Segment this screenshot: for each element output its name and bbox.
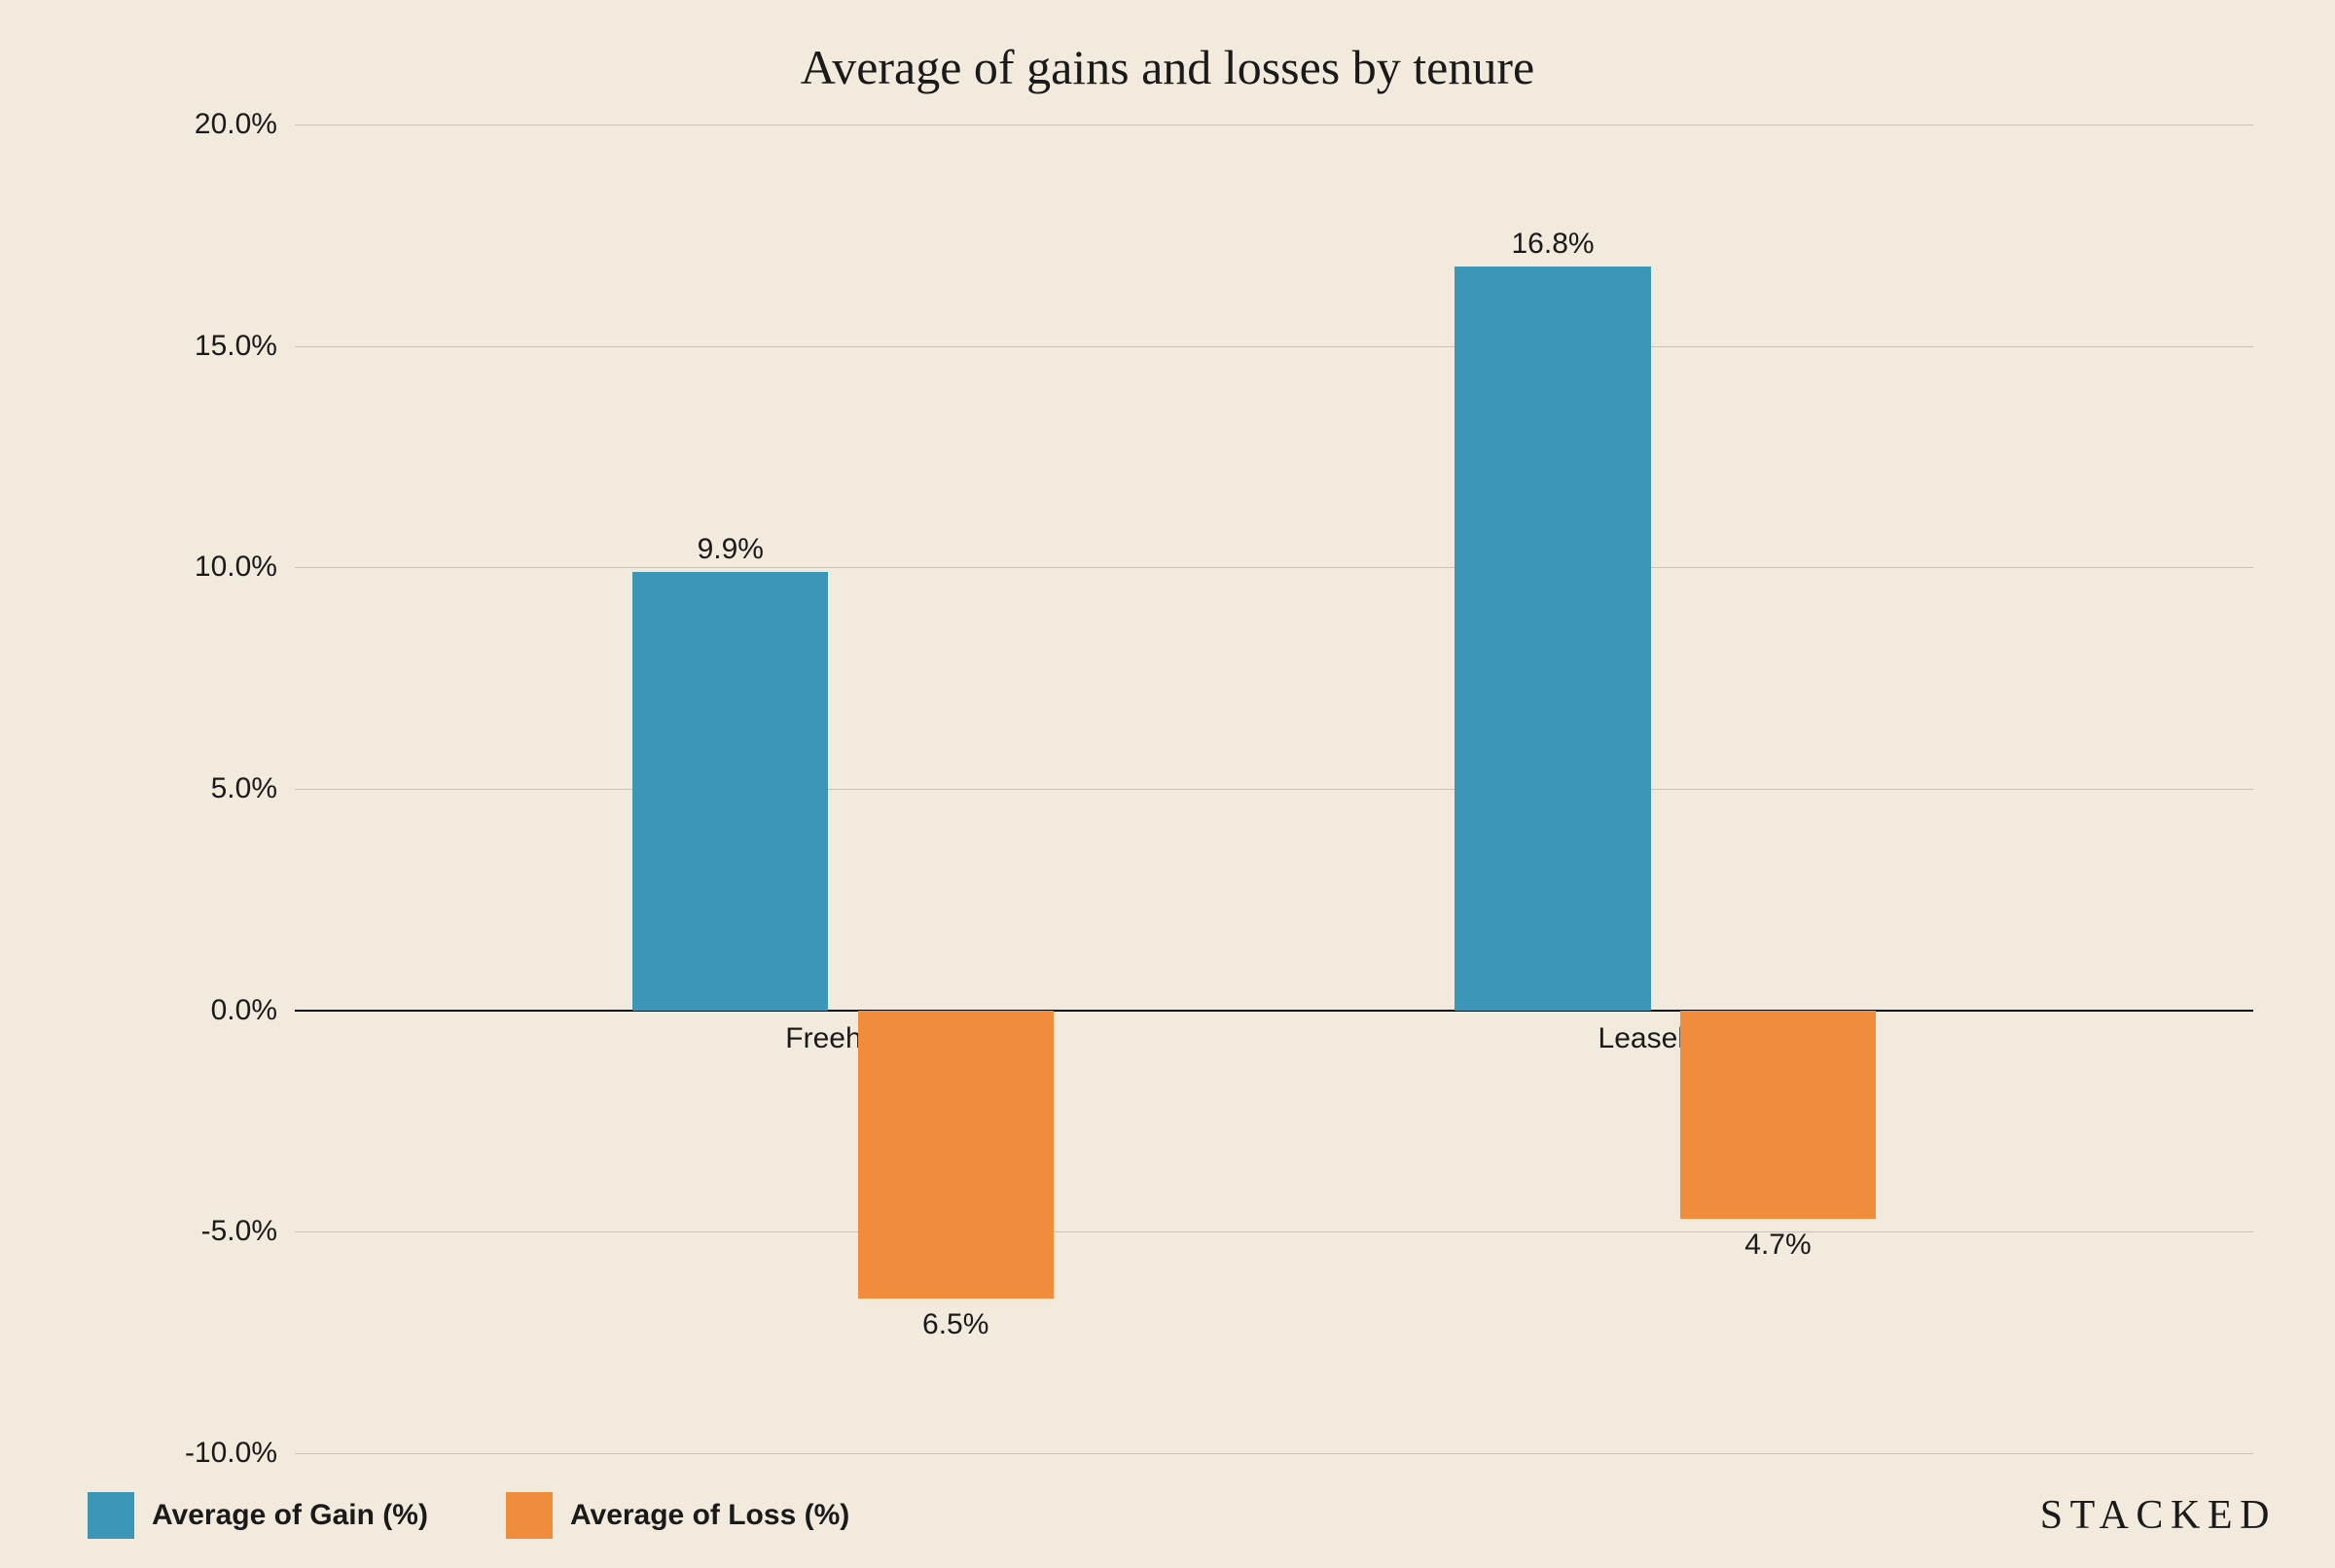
bar-value-label: 6.5% — [922, 1308, 988, 1341]
legend-swatch — [88, 1492, 134, 1539]
legend-swatch — [506, 1492, 553, 1539]
bar-value-label: 4.7% — [1744, 1229, 1811, 1262]
chart-bar — [858, 1011, 1054, 1299]
chart-bar — [1455, 267, 1650, 1011]
y-axis-tick-label: -10.0% — [49, 1437, 295, 1470]
gridline — [295, 346, 2253, 347]
y-axis-tick-label: 5.0% — [49, 772, 295, 805]
chart-title: Average of gains and losses by tenure — [801, 39, 1534, 95]
legend-label: Average of Loss (%) — [570, 1499, 849, 1532]
legend-label: Average of Gain (%) — [152, 1499, 428, 1532]
y-axis-tick-label: 15.0% — [49, 330, 295, 363]
legend: Average of Gain (%) Average of Loss (%) — [88, 1492, 849, 1539]
legend-item: Average of Loss (%) — [506, 1492, 849, 1539]
gridline — [295, 1453, 2253, 1454]
bar-value-label: 9.9% — [698, 533, 764, 566]
chart-bar — [1680, 1011, 1876, 1219]
chart-footer: Average of Gain (%) Average of Loss (%) S… — [49, 1492, 2286, 1539]
legend-item: Average of Gain (%) — [88, 1492, 428, 1539]
y-axis-tick-label: 20.0% — [49, 108, 295, 141]
chart-bar — [632, 572, 828, 1011]
y-axis-tick-label: 0.0% — [49, 994, 295, 1027]
bar-value-label: 16.8% — [1511, 228, 1594, 261]
gridline — [295, 567, 2253, 568]
chart-container: -10.0%-5.0%0.0%5.0%10.0%15.0%20.0%Freeho… — [49, 125, 2286, 1453]
brand-logo: STACKED — [2040, 1492, 2277, 1539]
y-axis-tick-label: 10.0% — [49, 551, 295, 584]
y-axis-tick-label: -5.0% — [49, 1215, 295, 1248]
gridline — [295, 1231, 2253, 1232]
gridline — [295, 789, 2253, 790]
chart-plot-area: -10.0%-5.0%0.0%5.0%10.0%15.0%20.0%Freeho… — [49, 125, 2286, 1453]
zero-axis-line — [295, 1010, 2253, 1012]
